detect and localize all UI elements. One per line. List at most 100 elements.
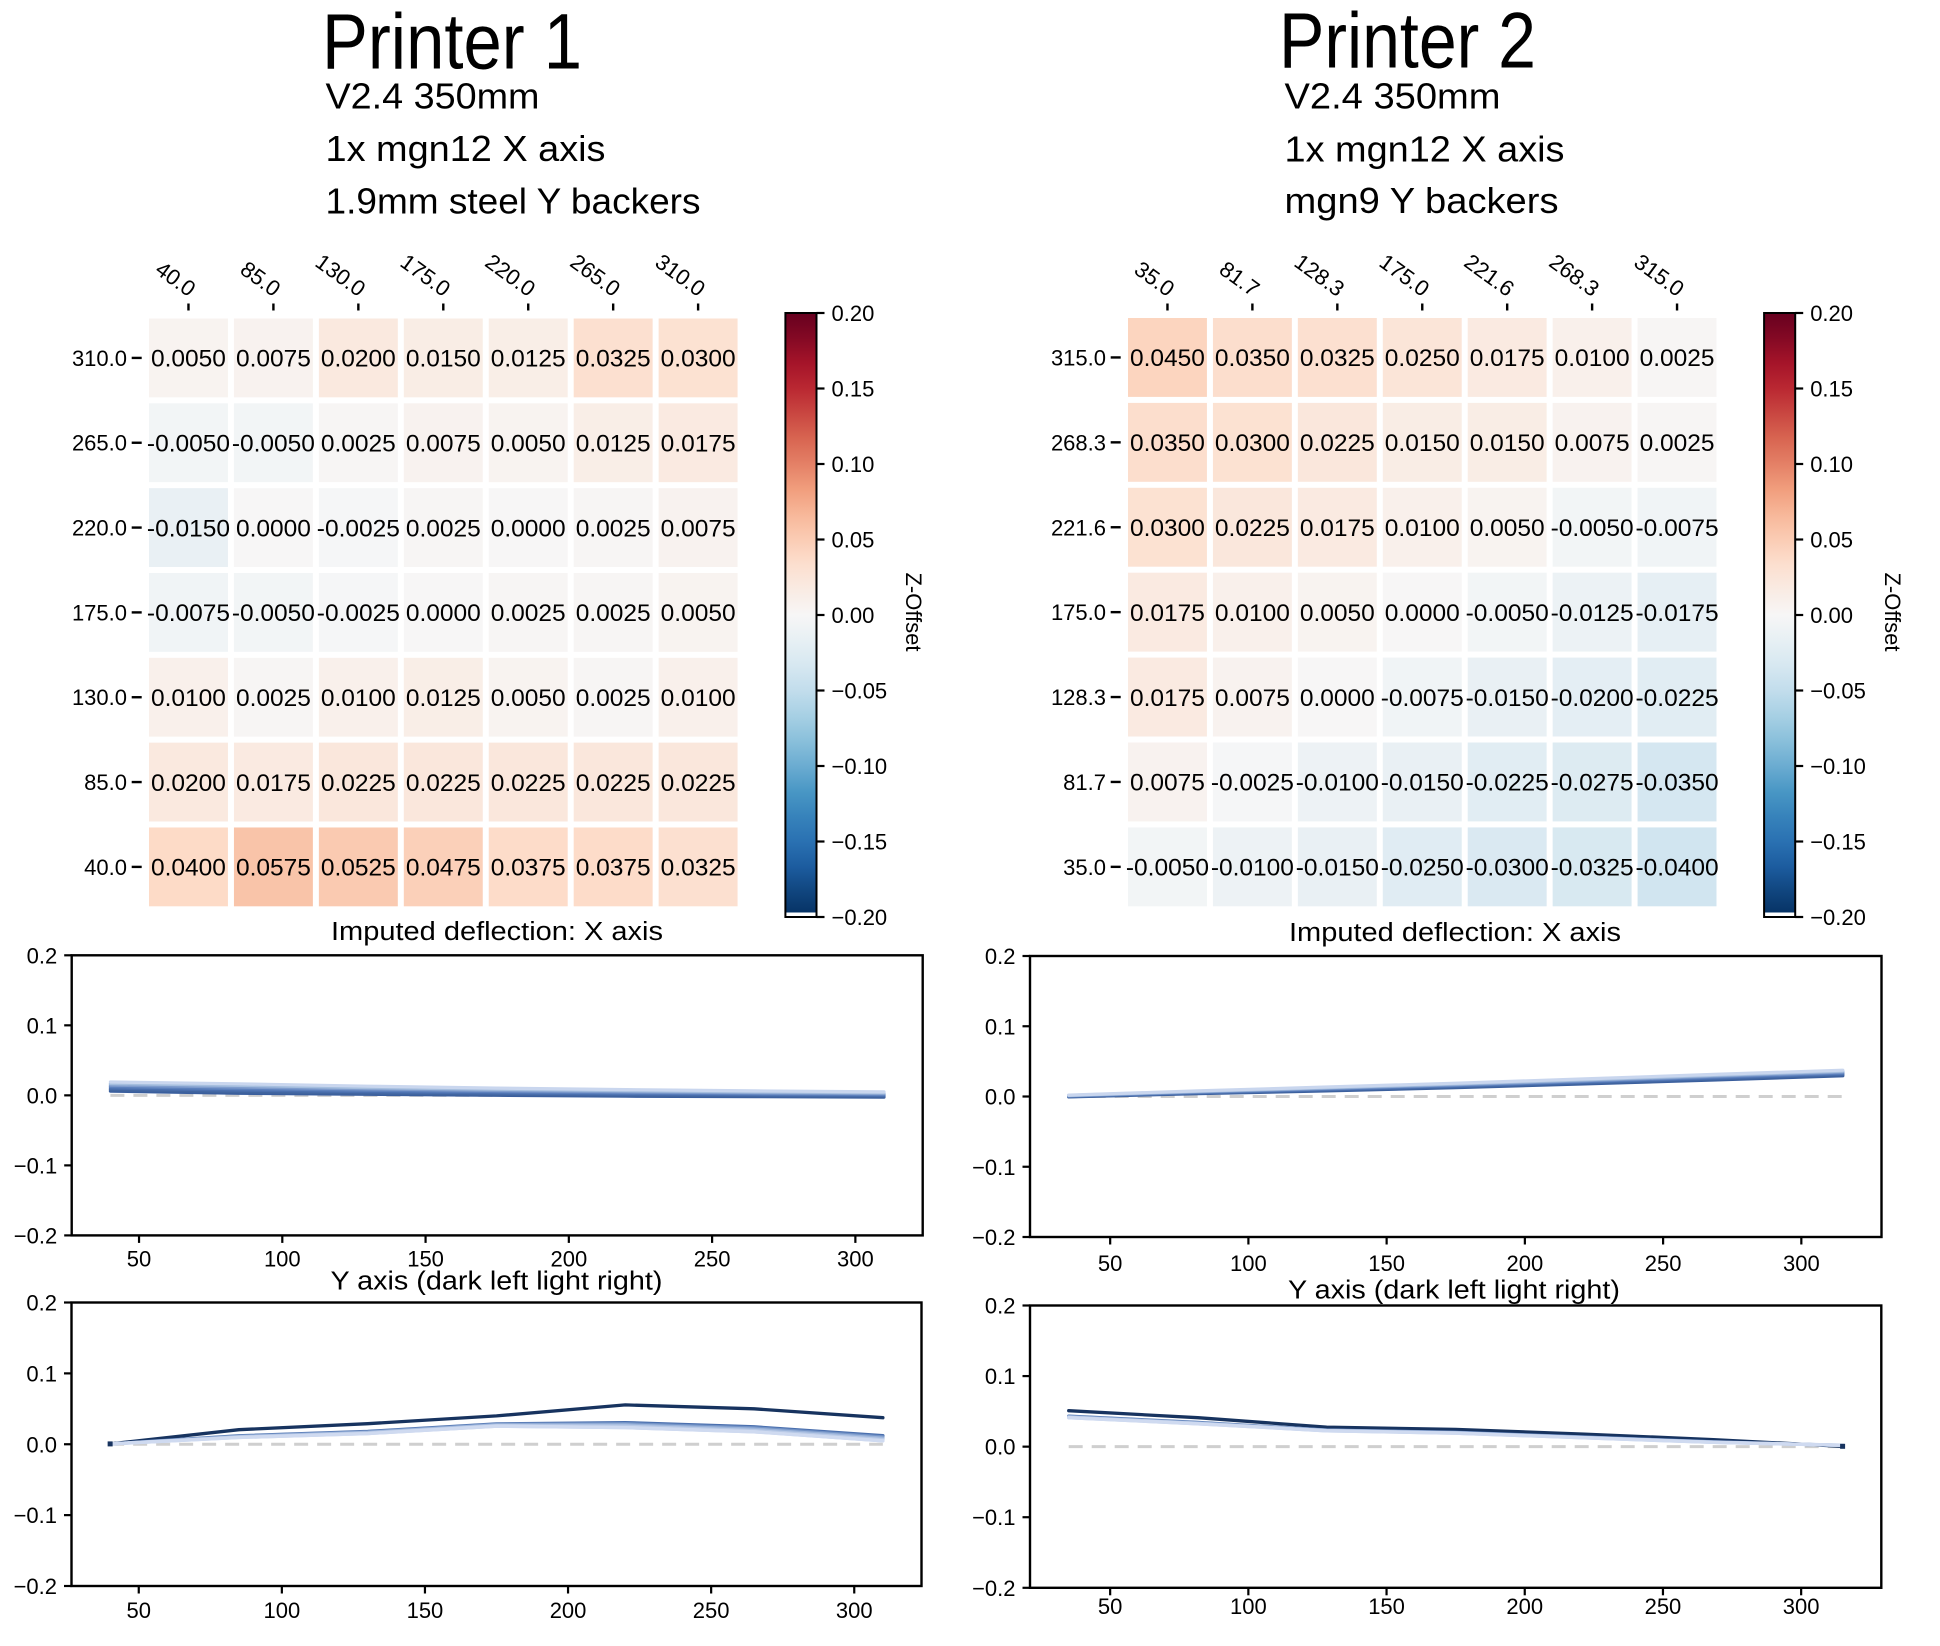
svg-text:-0.0050: -0.0050 [147,430,230,457]
svg-text:150: 150 [1368,1594,1405,1619]
svg-text:0.0025: 0.0025 [491,600,566,627]
svg-text:0.15: 0.15 [832,377,875,402]
svg-text:0.1: 0.1 [26,1361,57,1386]
svg-text:0.0150: 0.0150 [406,346,481,373]
svg-text:0.0050: 0.0050 [1470,515,1545,542]
svg-text:-0.0100: -0.0100 [1211,855,1294,882]
svg-text:0.0050: 0.0050 [151,346,226,373]
svg-text:0.20: 0.20 [1810,301,1853,326]
svg-text:−0.10: −0.10 [1810,754,1866,779]
svg-text:0.0: 0.0 [26,1432,57,1457]
svg-text:0.0000: 0.0000 [1300,685,1375,712]
svg-text:0.0025: 0.0025 [1640,345,1715,372]
svg-text:310.0: 310.0 [72,346,127,371]
svg-text:220.0: 220.0 [72,516,127,541]
svg-text:0.0325: 0.0325 [1300,345,1375,372]
svg-text:0.0475: 0.0475 [406,855,481,882]
svg-text:0.0000: 0.0000 [1385,600,1460,627]
svg-text:300: 300 [837,1247,874,1272]
svg-text:0.0025: 0.0025 [321,430,396,457]
svg-text:250: 250 [1645,1251,1682,1276]
svg-text:−0.2: −0.2 [972,1576,1015,1601]
svg-text:-0.0025: -0.0025 [317,600,400,627]
svg-text:V2.4 350mm: V2.4 350mm [1285,76,1501,116]
svg-text:221.6: 221.6 [1051,515,1106,540]
svg-text:0.0025: 0.0025 [236,685,311,712]
svg-text:0.0450: 0.0450 [1130,345,1205,372]
svg-text:0.0075: 0.0075 [236,346,311,373]
svg-text:1.9mm steel Y backers: 1.9mm steel Y backers [326,182,701,222]
svg-text:-0.0325: -0.0325 [1551,855,1634,882]
svg-text:175.0: 175.0 [1051,600,1106,625]
svg-text:0.0225: 0.0225 [321,770,396,797]
svg-text:0.00: 0.00 [832,603,875,628]
svg-text:0.0175: 0.0175 [1470,345,1545,372]
svg-text:50: 50 [1098,1251,1122,1276]
svg-text:0.0: 0.0 [985,1435,1016,1460]
svg-text:81.7: 81.7 [1063,770,1106,795]
svg-text:-0.0400: -0.0400 [1635,855,1718,882]
svg-text:0.2: 0.2 [985,944,1016,969]
svg-text:200: 200 [550,1247,587,1272]
svg-text:0.0100: 0.0100 [1385,515,1460,542]
svg-text:0.0150: 0.0150 [1470,430,1545,457]
svg-text:50: 50 [127,1598,151,1623]
svg-text:300: 300 [1783,1251,1820,1276]
svg-text:0.0250: 0.0250 [1385,345,1460,372]
svg-text:−0.1: −0.1 [14,1503,57,1528]
svg-text:-0.0050: -0.0050 [1551,515,1634,542]
svg-text:100: 100 [263,1598,300,1623]
svg-text:0.0350: 0.0350 [1215,345,1290,372]
svg-text:0.0125: 0.0125 [406,685,481,712]
svg-text:265.0: 265.0 [72,431,127,456]
svg-text:1x mgn12 X axis: 1x mgn12 X axis [1285,129,1565,169]
svg-text:0.2: 0.2 [27,943,58,968]
svg-text:-0.0175: -0.0175 [1635,600,1718,627]
svg-text:-0.0350: -0.0350 [1635,770,1718,797]
svg-text:0.0025: 0.0025 [576,685,651,712]
svg-text:0.00: 0.00 [1810,603,1853,628]
svg-text:−0.2: −0.2 [14,1574,57,1599]
svg-text:0.15: 0.15 [1810,377,1853,402]
svg-text:0.0100: 0.0100 [151,685,226,712]
svg-text:-0.0150: -0.0150 [147,515,230,542]
svg-text:0.0100: 0.0100 [321,685,396,712]
svg-text:-0.0275: -0.0275 [1551,770,1634,797]
svg-text:0.0175: 0.0175 [1130,600,1205,627]
svg-text:0.0025: 0.0025 [1640,430,1715,457]
svg-text:0.1: 0.1 [985,1364,1016,1389]
svg-text:300: 300 [1783,1594,1820,1619]
svg-text:-0.0075: -0.0075 [147,600,230,627]
svg-text:−0.20: −0.20 [1810,905,1866,930]
svg-text:mgn9 Y backers: mgn9 Y backers [1285,181,1559,221]
svg-text:-0.0075: -0.0075 [1381,685,1464,712]
svg-text:0.0075: 0.0075 [1555,430,1630,457]
svg-text:200: 200 [1506,1594,1543,1619]
svg-text:0.0375: 0.0375 [491,855,566,882]
svg-text:0.0175: 0.0175 [236,770,311,797]
svg-text:Y axis (dark left light right): Y axis (dark left light right) [331,1268,663,1296]
svg-text:0.0050: 0.0050 [661,600,736,627]
svg-text:0.0100: 0.0100 [1555,345,1630,372]
svg-text:0.0225: 0.0225 [661,770,736,797]
svg-text:0.0125: 0.0125 [576,430,651,457]
svg-text:1x mgn12 X axis: 1x mgn12 X axis [326,129,606,169]
svg-text:100: 100 [1230,1251,1267,1276]
svg-text:0.0100: 0.0100 [1215,600,1290,627]
svg-text:−0.1: −0.1 [14,1153,57,1178]
svg-text:Z-Offset: Z-Offset [1880,572,1905,651]
svg-text:0.0400: 0.0400 [151,855,226,882]
svg-text:150: 150 [1368,1251,1405,1276]
svg-text:0.0025: 0.0025 [576,515,651,542]
svg-text:−0.10: −0.10 [832,754,888,779]
svg-text:Z-Offset: Z-Offset [901,572,926,651]
svg-text:-0.0100: -0.0100 [1296,770,1379,797]
svg-text:100: 100 [1230,1594,1267,1619]
svg-text:−0.15: −0.15 [832,830,888,855]
svg-text:85.0: 85.0 [84,770,127,795]
svg-text:0.2: 0.2 [26,1291,57,1316]
svg-text:V2.4 350mm: V2.4 350mm [326,76,540,116]
svg-text:128.3: 128.3 [1051,685,1106,710]
svg-text:-0.0050: -0.0050 [1126,855,1209,882]
svg-text:-0.0150: -0.0150 [1296,855,1379,882]
